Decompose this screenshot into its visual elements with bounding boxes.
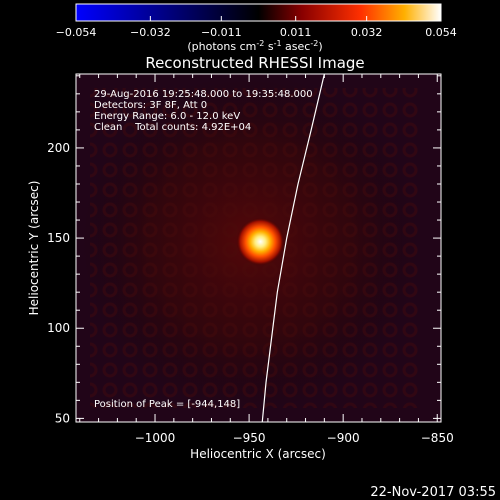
x-axis-label: Heliocentric X (arcsec) bbox=[190, 447, 326, 461]
solar-limb-curve bbox=[261, 74, 325, 422]
colorbar-tick-label: 0.054 bbox=[425, 26, 457, 39]
y-axis-ticks: 50 100 150 200 bbox=[47, 75, 441, 425]
plot-frame bbox=[75, 73, 442, 423]
colorbar-tick-label: 0.032 bbox=[351, 26, 383, 39]
image-area bbox=[76, 74, 441, 422]
y-tick-label: 100 bbox=[47, 321, 70, 335]
colorbar-unit-label: (photons cm-2 s-1 asec-2) bbox=[187, 39, 322, 53]
annotation-clean-counts: Clean Total counts: 4.92E+04 bbox=[94, 122, 251, 133]
peak-position-label: Position of Peak = [-944,148] bbox=[94, 399, 240, 410]
x-tick-label: −900 bbox=[327, 431, 360, 445]
colorbar-ticks: −0.054 −0.032 −0.011 0.011 0.032 0.054 bbox=[56, 16, 457, 39]
annotation-energy-range: Energy Range: 6.0 - 12.0 keV bbox=[94, 111, 240, 122]
y-tick-label: 50 bbox=[55, 411, 70, 425]
y-tick-label: 150 bbox=[47, 231, 70, 245]
annotation-time-range: 29-Aug-2016 19:25:48.000 to 19:35:48.000 bbox=[94, 89, 313, 100]
y-tick-label: 200 bbox=[47, 141, 70, 155]
x-tick-label: −850 bbox=[421, 431, 454, 445]
colorbar-tick-label: −0.032 bbox=[130, 26, 171, 39]
x-tick-label: −1000 bbox=[135, 431, 176, 445]
annotation-block: 29-Aug-2016 19:25:48.000 to 19:35:48.000… bbox=[94, 89, 313, 133]
x-axis-ticks: −1000 −950 −900 −850 bbox=[79, 74, 454, 445]
timestamp: 22-Nov-2017 03:55 bbox=[370, 485, 496, 500]
x-tick-label: −950 bbox=[233, 431, 266, 445]
flare-source bbox=[236, 217, 285, 266]
colorbar bbox=[75, 3, 442, 22]
colorbar-tick-label: 0.011 bbox=[280, 26, 312, 39]
annotation-detectors: Detectors: 3F 8F, Att 0 bbox=[94, 100, 207, 111]
y-axis-label: Heliocentric Y (arcsec) bbox=[27, 181, 41, 316]
chart-title: Reconstructed RHESSI Image bbox=[145, 54, 364, 72]
colorbar-tick-label: −0.054 bbox=[56, 26, 97, 39]
colorbar-tick-label: −0.011 bbox=[201, 26, 242, 39]
